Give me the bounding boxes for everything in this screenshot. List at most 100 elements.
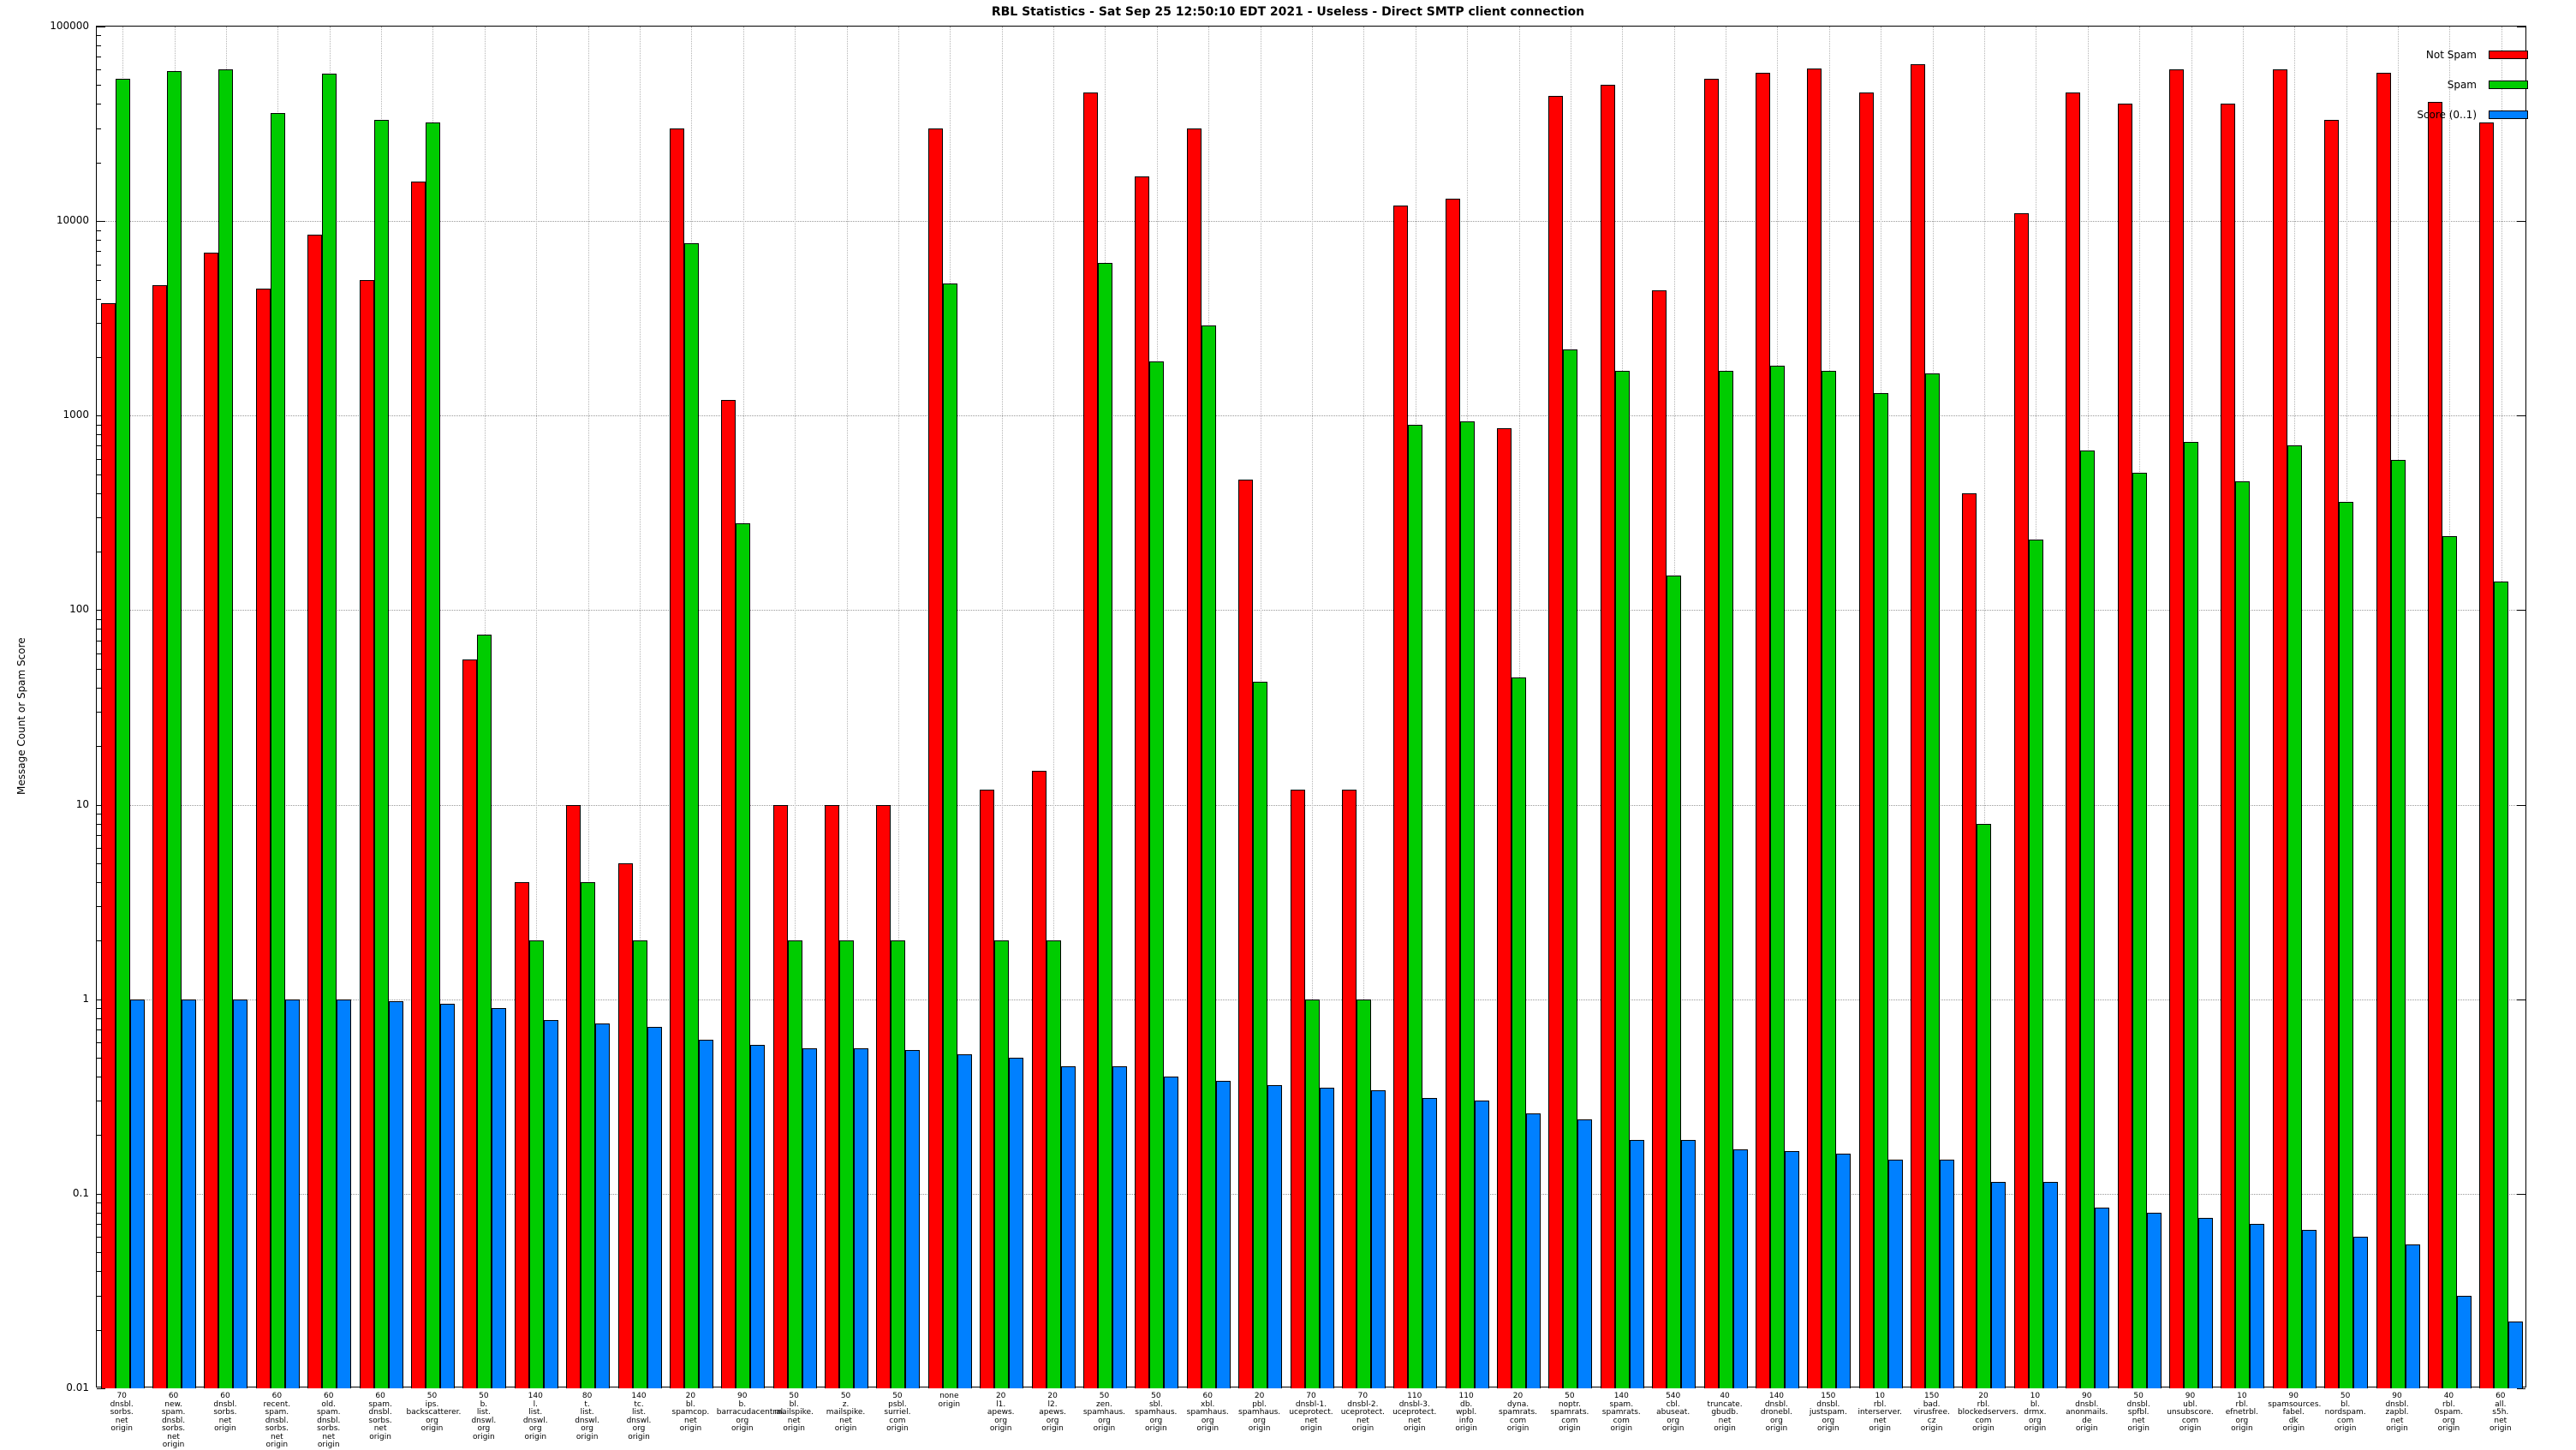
x-tick-label: 20 l2. apews. org origin xyxy=(1039,1392,1066,1433)
y-tick-mark xyxy=(2517,1388,2525,1389)
y-tick-label: 100 xyxy=(69,603,89,616)
bar-spam xyxy=(891,940,906,1388)
bar-score-0-1 xyxy=(543,1020,558,1388)
bar-score-0-1 xyxy=(2353,1237,2369,1388)
bar-score-0-1 xyxy=(337,999,352,1388)
x-tick-label: 140 l. list. dnswl. org origin xyxy=(522,1392,548,1441)
bar-spam xyxy=(1149,361,1165,1388)
y-minor-tick-mark xyxy=(97,128,101,129)
bar-not-spam xyxy=(1135,176,1150,1388)
bar-not-spam xyxy=(2272,69,2287,1388)
bar-spam xyxy=(1925,373,1941,1388)
bar-spam xyxy=(1977,823,1992,1388)
bar-not-spam xyxy=(566,804,581,1388)
bar-spam xyxy=(2339,502,2354,1388)
bar-not-spam xyxy=(204,252,219,1388)
y-tick-mark xyxy=(97,1388,105,1389)
bar-spam xyxy=(1408,424,1423,1388)
y-tick-mark xyxy=(2517,221,2525,223)
y-minor-tick-mark xyxy=(97,712,101,713)
bar-score-0-1 xyxy=(284,999,300,1388)
gridline-vertical xyxy=(536,27,538,1387)
x-tick-label: 50 ips. backscatterer. org origin xyxy=(406,1392,462,1433)
y-minor-tick-mark xyxy=(97,847,101,849)
bar-spam xyxy=(787,940,802,1388)
y-tick-mark xyxy=(2517,610,2525,612)
bar-score-0-1 xyxy=(905,1049,921,1388)
y-minor-tick-mark xyxy=(97,85,101,87)
bar-spam xyxy=(2028,540,2043,1388)
x-tick-label: 60 old. spam. dnsbl. sorbs. net origin xyxy=(316,1392,341,1449)
bar-score-0-1 xyxy=(1370,1090,1386,1388)
gridline-vertical xyxy=(897,27,899,1387)
bar-spam xyxy=(2184,442,2198,1388)
bar-not-spam xyxy=(1807,68,1822,1388)
x-tick-label: 20 pbl. spamhaus. org origin xyxy=(1238,1392,1281,1433)
x-tick-label: 50 z. mailspike. net origin xyxy=(826,1392,866,1433)
x-tick-label: 80 t. list. dnswl. org origin xyxy=(575,1392,600,1441)
gridline-horizontal xyxy=(97,804,2525,806)
y-minor-tick-mark xyxy=(97,881,101,883)
y-minor-tick-mark xyxy=(97,1329,101,1331)
bar-spam xyxy=(1253,681,1268,1388)
bar-score-0-1 xyxy=(1784,1151,1799,1388)
x-tick-label: 90 ubl. unsubscore. com origin xyxy=(2167,1392,2214,1433)
legend-item-not-spam: Not Spam xyxy=(2417,39,2528,69)
bar-spam xyxy=(425,122,440,1388)
gridline-vertical xyxy=(1001,27,1003,1387)
x-tick-label: 110 db. wpbl. info origin xyxy=(1455,1392,1477,1433)
bar-spam xyxy=(581,881,596,1388)
x-tick-label: 50 b. list. dnswl. org origin xyxy=(471,1392,497,1441)
bar-not-spam xyxy=(2479,122,2495,1388)
bar-spam xyxy=(1097,262,1112,1388)
x-tick-label: 20 l1. apews. org origin xyxy=(987,1392,1015,1433)
bar-score-0-1 xyxy=(1319,1088,1334,1388)
bar-score-0-1 xyxy=(2198,1218,2213,1388)
x-tick-label: 90 dnsbl. zapbl. net origin xyxy=(2385,1392,2409,1433)
bar-not-spam xyxy=(1497,428,1512,1388)
y-minor-tick-mark xyxy=(97,906,101,908)
legend-item-spam: Spam xyxy=(2417,69,2528,99)
bar-not-spam xyxy=(2324,120,2340,1388)
y-minor-tick-mark xyxy=(97,1042,101,1044)
y-minor-tick-mark xyxy=(97,458,101,460)
legend-label-spam: Spam xyxy=(2447,78,2477,91)
x-tick-label: 150 dnsbl. justspam. org origin xyxy=(1809,1392,1847,1433)
bar-not-spam xyxy=(1703,78,1719,1388)
bar-score-0-1 xyxy=(854,1047,869,1388)
bar-score-0-1 xyxy=(1009,1058,1024,1388)
bar-not-spam xyxy=(2013,212,2029,1388)
bar-not-spam xyxy=(1290,789,1305,1388)
y-tick-label: 1000 xyxy=(63,409,89,421)
y-tick-mark xyxy=(2517,415,2525,417)
y-minor-tick-mark xyxy=(97,1237,101,1238)
bar-score-0-1 xyxy=(1629,1139,1644,1388)
bar-not-spam xyxy=(1755,72,1770,1388)
x-tick-label: 60 spam. dnsbl. sorbs. net origin xyxy=(368,1392,392,1441)
x-tick-label: 50 zen. spamhaus. org origin xyxy=(1082,1392,1126,1433)
bar-spam xyxy=(1614,370,1630,1388)
x-tick-label: 90 b. barracudacentral. org origin xyxy=(716,1392,785,1433)
bar-spam xyxy=(632,940,647,1388)
y-minor-tick-mark xyxy=(97,162,101,164)
x-tick-label: 110 dnsbl-3. uceprotect. net origin xyxy=(1392,1392,1437,1433)
y-minor-tick-mark xyxy=(97,1202,101,1204)
bar-spam xyxy=(528,940,544,1388)
bar-score-0-1 xyxy=(750,1045,766,1388)
y-minor-tick-mark xyxy=(97,1135,101,1137)
bar-spam xyxy=(1356,999,1371,1388)
x-tick-label: 10 rbl. efnetrbl. org origin xyxy=(2225,1392,2259,1433)
gridline-vertical xyxy=(1053,27,1055,1387)
y-minor-tick-mark xyxy=(97,653,101,654)
bar-spam xyxy=(1667,576,1682,1388)
bar-score-0-1 xyxy=(2301,1230,2317,1388)
x-tick-label: 60 dnsbl. sorbs. net origin xyxy=(213,1392,237,1433)
bar-not-spam xyxy=(100,302,116,1388)
y-tick-mark xyxy=(2517,1193,2525,1195)
bar-not-spam xyxy=(1548,95,1564,1388)
x-tick-label: none origin xyxy=(938,1392,961,1409)
y-minor-tick-mark xyxy=(97,618,101,620)
bar-not-spam xyxy=(2169,69,2184,1388)
y-minor-tick-mark xyxy=(97,424,101,426)
